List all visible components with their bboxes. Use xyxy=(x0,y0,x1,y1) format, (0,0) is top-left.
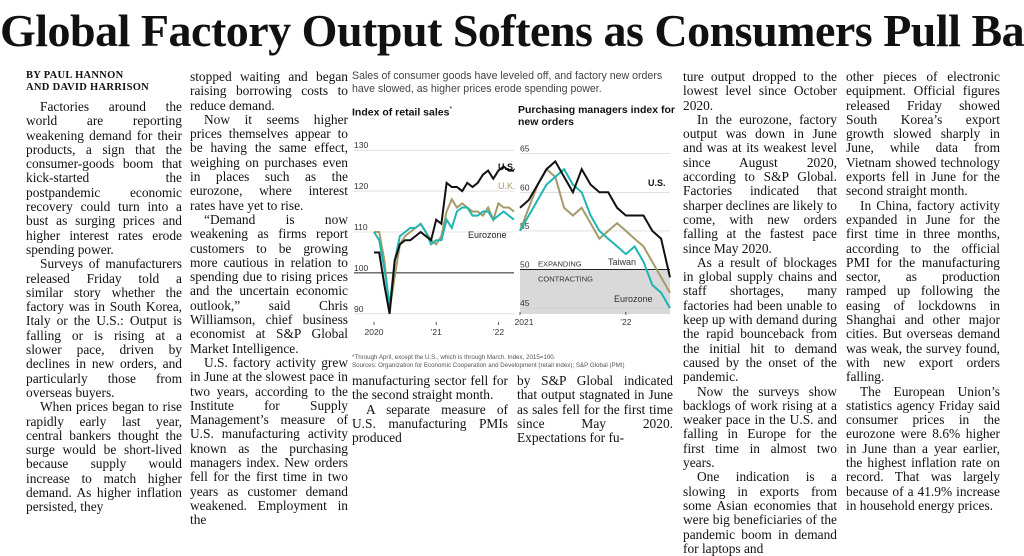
pmi-label-us: U.S. xyxy=(648,178,666,188)
expanding-label: EXPANDING xyxy=(538,260,582,269)
pmi-xtick-label: ’22 xyxy=(620,317,632,327)
pmi-chart-title: Purchasing managers index for new orders xyxy=(518,104,675,128)
retail-xtick-label: ’21 xyxy=(431,327,443,337)
paragraph: by S&P Global indicated that output stag… xyxy=(517,373,673,446)
retail-chart-title: Index of retail sales* xyxy=(352,106,453,119)
pmi-xtick-label: 2021 xyxy=(515,317,534,327)
retail-ytick-label: 90 xyxy=(354,304,364,314)
article-column-4: by S&P Global indicated that output stag… xyxy=(517,373,673,446)
contracting-shade xyxy=(520,269,670,314)
retail-ytick-label: 110 xyxy=(354,222,368,232)
pmi-ytick-label: 45 xyxy=(520,298,530,308)
retail-label-eurozone: Eurozone xyxy=(468,230,507,240)
article-column-5: ture output dropped to the lowest level … xyxy=(683,69,837,556)
chart-intro: Sales of consumer goods have leveled off… xyxy=(352,70,663,95)
pmi-ytick-label: 55 xyxy=(520,221,530,231)
article-column-1: By Paul Hannon And David Harrison Factor… xyxy=(26,70,182,515)
article-column-3: manufacturing sector fell for the second… xyxy=(352,373,508,446)
retail-label-uk: U.K. xyxy=(498,181,516,191)
pmi-label-taiwan: Taiwan xyxy=(608,257,636,267)
paragraph: “Demand is now weakening as firms report… xyxy=(190,211,348,356)
retail-ytick-label: 120 xyxy=(354,181,368,191)
retail-label-us: U.S. xyxy=(498,162,516,172)
footnote-text: *Through April, except the U.S., which i… xyxy=(352,354,556,361)
sources-text: Sources: Organization for Economic Coope… xyxy=(352,362,625,369)
paragraph: When prices began to rise rapidly early … xyxy=(26,399,182,515)
headline: Global Factory Output Softens as Consume… xyxy=(0,5,1024,56)
retail-series-line-eurozone xyxy=(373,206,515,306)
paragraph: stopped waiting and began raising borrow… xyxy=(190,69,348,113)
charts-svg: 90 100 110 120 130 2020 ’21 ’22 U.S. U.K. Eurozone… xyxy=(354,140,671,337)
retail-series-line-uk xyxy=(374,197,515,310)
byline-author-2: And David Harrison xyxy=(26,82,150,93)
paragraph: A separate measure of U.S. manufacturing… xyxy=(352,401,508,446)
pmi-series-line-us xyxy=(519,159,671,278)
paragraph: other pieces of electronic equipment. Of… xyxy=(846,69,1000,199)
retail-series-line-us xyxy=(374,165,514,314)
retail-xtick-label: 2020 xyxy=(365,327,384,337)
article-column-6: other pieces of electronic equipment. Of… xyxy=(846,69,1000,513)
paragraph: Now it seems higher prices themselves ap… xyxy=(190,111,348,213)
pmi-ytick-label: 50 xyxy=(520,260,530,270)
pmi-series-line-eurozone xyxy=(519,167,671,309)
retail-ytick-label: 100 xyxy=(354,263,368,273)
paragraph: Now the surveys show backlogs of work ri… xyxy=(683,383,837,471)
contracting-label: CONTRACTING xyxy=(538,275,593,284)
chart-panel: Sales of consumer goods have leveled off… xyxy=(352,70,675,370)
pmi-label-eurozone: Eurozone xyxy=(614,294,653,304)
paragraph: As a result of blockages in global suppl… xyxy=(683,254,837,385)
article-column-2: stopped waiting and began raising borrow… xyxy=(190,69,348,528)
retail-ytick-label: 130 xyxy=(354,140,368,150)
paragraph: Surveys of manufacturers released Friday… xyxy=(26,256,182,400)
paragraph: Factories around the world are reporting… xyxy=(26,99,182,257)
byline-author-1: By Paul Hannon xyxy=(26,70,124,81)
retail-xtick-label: ’22 xyxy=(493,327,505,337)
pmi-ytick-label: 65 xyxy=(520,144,530,154)
paragraph: One indication is a slowing in exports f… xyxy=(683,469,837,556)
paragraph: manufacturing sector fell for the second… xyxy=(352,373,508,403)
pmi-ytick-label: 60 xyxy=(520,182,530,192)
byline: By Paul Hannon And David Harrison xyxy=(26,70,182,94)
chart-footnote: *Through April, except the U.S., which i… xyxy=(352,354,682,370)
paragraph: In China, factory activity expanded in J… xyxy=(846,197,1000,385)
paragraph: ture output dropped to the lowest level … xyxy=(683,69,837,113)
paragraph: The European Union’s statistics agency F… xyxy=(846,383,1000,513)
paragraph: In the eurozone, factory output was down… xyxy=(683,111,837,256)
